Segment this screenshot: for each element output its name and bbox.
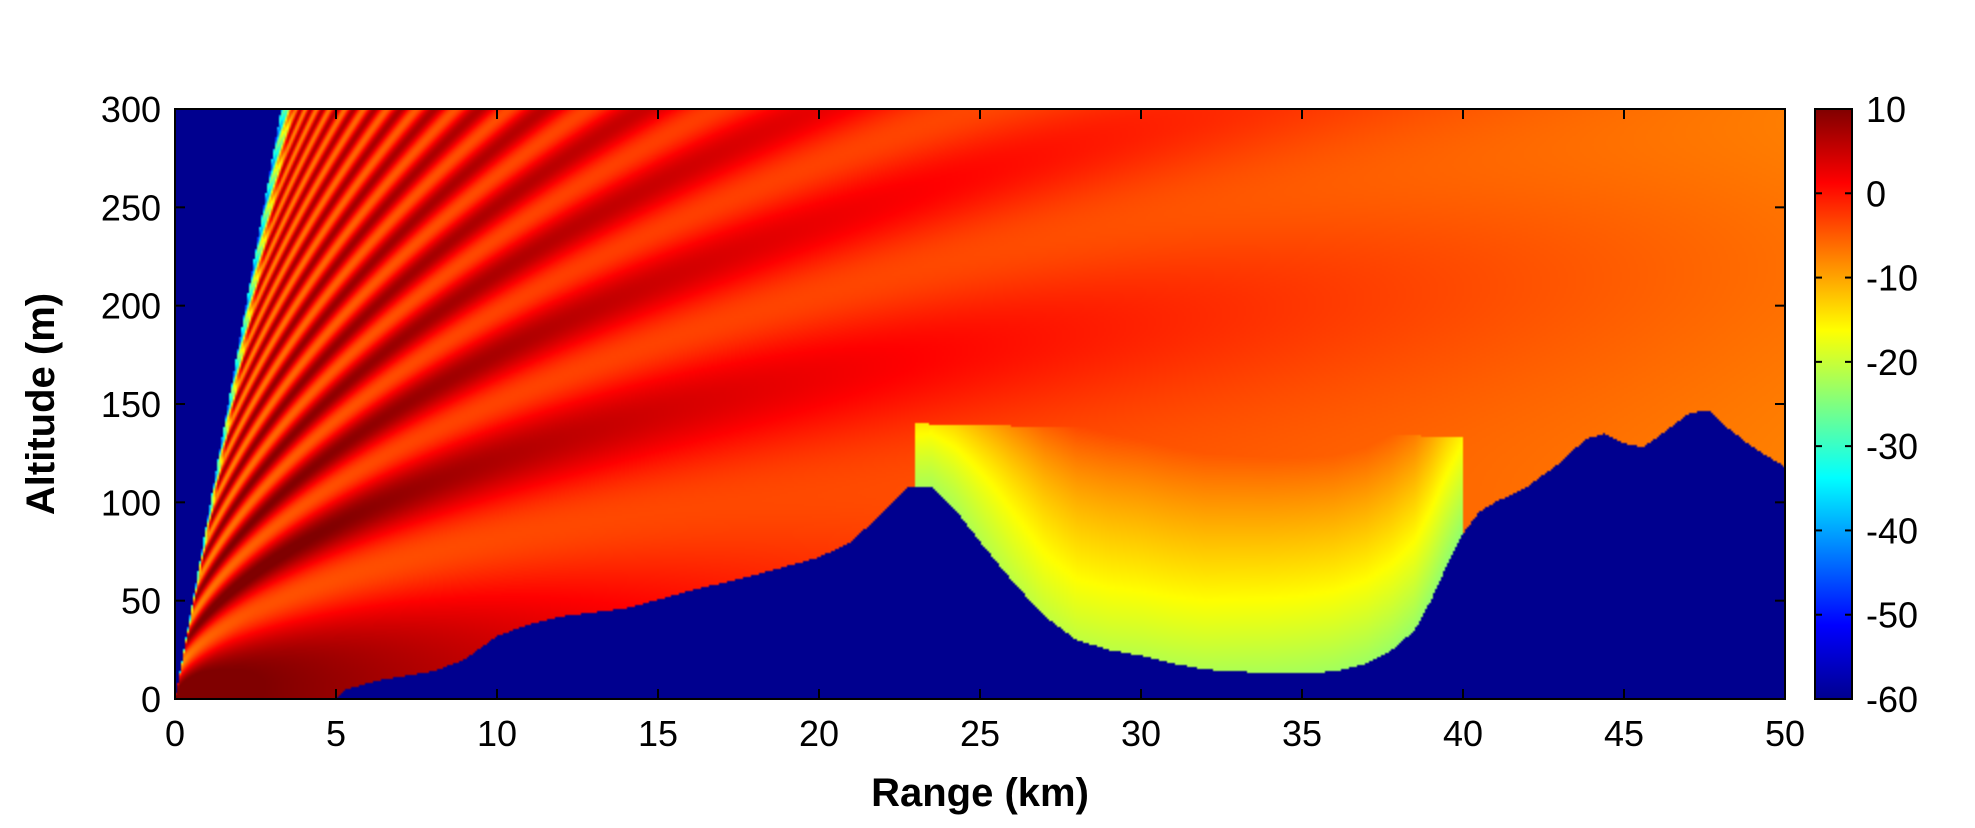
x-axis: 0 5 10 15 20 25 30 35 40 45 50 (165, 109, 1805, 754)
x-tick-label: 30 (1121, 713, 1161, 754)
x-axis-title: Range (km) (871, 771, 1089, 815)
colorbar-gradient (1814, 108, 1853, 700)
x-tick-label: 35 (1282, 713, 1322, 754)
colorbar: 10 0 -10 -20 -30 -40 -50 -60 (1814, 89, 1918, 720)
heatmap-plot (174, 108, 1786, 700)
x-tick-label: 40 (1443, 713, 1483, 754)
colorbar-tick-label: -20 (1866, 342, 1918, 383)
x-tick-label: 15 (638, 713, 678, 754)
y-tick-label: 0 (141, 679, 161, 720)
colorbar-tick-label: -40 (1866, 510, 1918, 551)
x-tick-label: 0 (165, 713, 185, 754)
y-tick-label: 200 (101, 286, 161, 327)
colorbar-tick-label: -60 (1866, 679, 1918, 720)
colorbar-tick-label: 10 (1866, 89, 1906, 130)
x-tick-label: 5 (326, 713, 346, 754)
y-tick-label: 150 (101, 384, 161, 425)
x-tick-label: 20 (799, 713, 839, 754)
colorbar-tick-label: -50 (1866, 595, 1918, 636)
heatmap-image (175, 109, 1785, 699)
y-tick-label: 250 (101, 187, 161, 228)
colorbar-ticks: 10 0 -10 -20 -30 -40 -50 -60 (1815, 89, 1918, 720)
y-tick-label: 50 (121, 581, 161, 622)
colorbar-tick-label: -10 (1866, 258, 1918, 299)
y-axis: 0 50 100 150 200 250 300 (101, 89, 1785, 720)
colorbar-tick-label: 0 (1866, 173, 1886, 214)
x-tick-label: 50 (1765, 713, 1805, 754)
x-tick-label: 25 (960, 713, 1000, 754)
x-tick-label: 45 (1604, 713, 1644, 754)
y-axis-title: Altitude (m) (19, 293, 63, 515)
x-tick-label: 10 (477, 713, 517, 754)
colorbar-tick-label: -30 (1866, 426, 1918, 467)
y-tick-label: 300 (101, 89, 161, 130)
y-tick-label: 100 (101, 482, 161, 523)
